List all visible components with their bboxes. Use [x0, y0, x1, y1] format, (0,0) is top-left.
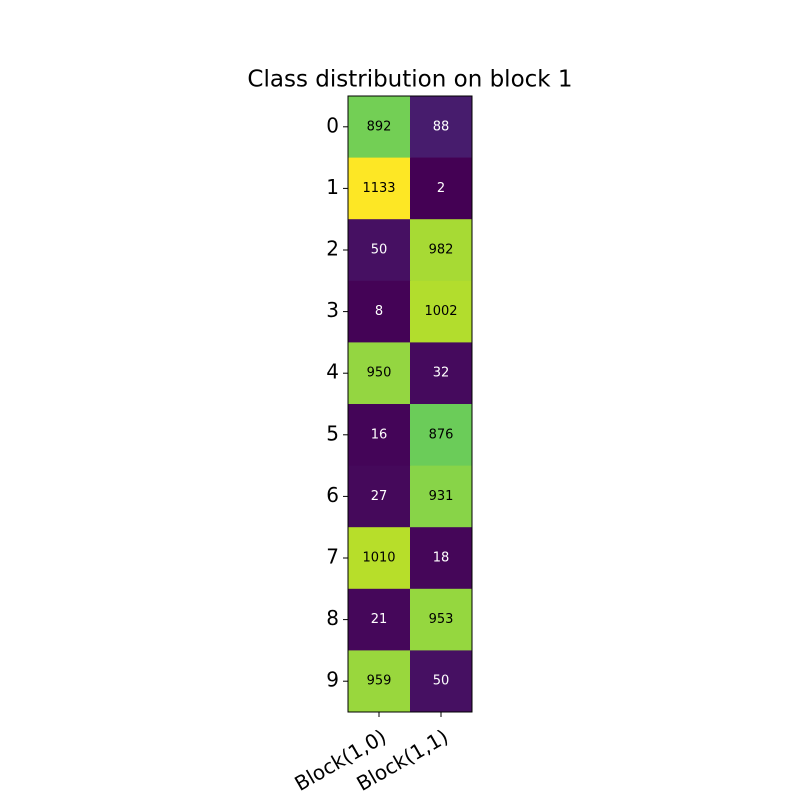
- cell-label: 8: [375, 304, 383, 319]
- heatmap-cell: [410, 342, 473, 405]
- cell-label: 27: [371, 489, 388, 504]
- y-tick-label: 5: [326, 421, 339, 445]
- heatmap-cell: [348, 650, 411, 713]
- heatmap-cell: [348, 157, 411, 220]
- heatmap-cell: [410, 588, 473, 651]
- cell-label: 1002: [424, 304, 457, 319]
- cell-label: 892: [367, 119, 392, 134]
- heatmap-cell: [410, 650, 473, 713]
- heatmap-cell: [348, 588, 411, 651]
- cell-label: 1010: [362, 551, 395, 566]
- cell-label: 876: [429, 427, 454, 442]
- cell-label: 1133: [362, 181, 395, 196]
- heatmap-cell: [348, 219, 411, 282]
- cell-label: 2: [437, 181, 445, 196]
- plot-frame: [347, 95, 473, 713]
- heatmap-cell: [410, 157, 473, 220]
- cell-label: 18: [433, 551, 450, 566]
- heatmap-cell: [348, 404, 411, 467]
- y-tick-label: 2: [326, 237, 339, 261]
- chart-title: Class distribution on block 1: [247, 67, 572, 93]
- y-tick-label: 6: [326, 483, 339, 507]
- cell-label: 959: [367, 674, 392, 689]
- heatmap-cell: [348, 465, 411, 528]
- heatmap-cell: [410, 96, 473, 159]
- cell-label: 982: [429, 243, 454, 258]
- heatmap-cell: [410, 465, 473, 528]
- cell-label: 16: [371, 427, 388, 442]
- heatmap-cell: [348, 96, 411, 159]
- cell-label: 931: [429, 489, 454, 504]
- y-tick-label: 0: [326, 113, 339, 137]
- heatmap-cell: [348, 280, 411, 343]
- y-tick-label: 7: [326, 545, 339, 569]
- cell-label: 50: [371, 243, 388, 258]
- heatmap-cell: [348, 527, 411, 590]
- cell-label: 21: [371, 612, 388, 627]
- cell-label: 88: [433, 119, 450, 134]
- y-tick-label: 3: [326, 298, 339, 322]
- heatmap-cell: [410, 527, 473, 590]
- y-tick-label: 9: [326, 668, 339, 692]
- heatmap-cell: [348, 342, 411, 405]
- heatmap-cell: [410, 404, 473, 467]
- y-tick-label: 4: [326, 360, 339, 384]
- y-tick-label: 8: [326, 606, 339, 630]
- y-tick-label: 1: [326, 175, 339, 199]
- heatmap-cell: [410, 280, 473, 343]
- cell-label: 50: [433, 674, 450, 689]
- heatmap-cell: [410, 219, 473, 282]
- cell-label: 953: [429, 612, 454, 627]
- cell-label: 950: [367, 366, 392, 381]
- cell-label: 32: [433, 366, 450, 381]
